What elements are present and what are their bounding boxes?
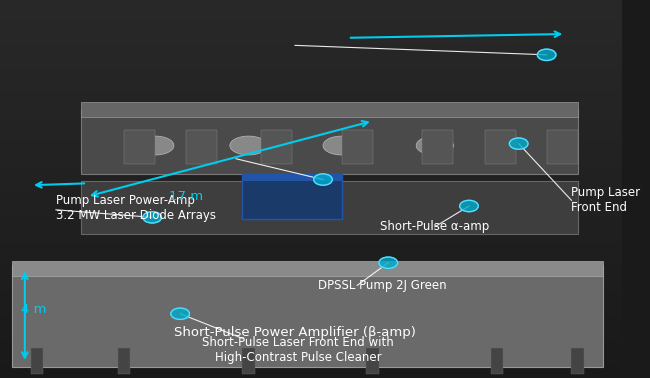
FancyBboxPatch shape xyxy=(547,130,578,164)
FancyBboxPatch shape xyxy=(367,348,379,374)
Text: Short-Pulse Power Amplifier (β-amp): Short-Pulse Power Amplifier (β-amp) xyxy=(174,326,416,339)
FancyBboxPatch shape xyxy=(187,130,217,164)
Text: 4 m: 4 m xyxy=(21,304,47,316)
FancyBboxPatch shape xyxy=(242,174,342,181)
Circle shape xyxy=(510,138,528,149)
Circle shape xyxy=(379,257,398,268)
Circle shape xyxy=(171,308,189,319)
FancyBboxPatch shape xyxy=(124,130,155,164)
Text: DPSSL Pump 2J Green: DPSSL Pump 2J Green xyxy=(318,279,447,292)
FancyBboxPatch shape xyxy=(242,348,255,374)
Text: Short-Pulse α-amp: Short-Pulse α-amp xyxy=(380,220,489,233)
Ellipse shape xyxy=(323,136,360,155)
Text: Pump Laser Power-Amp
3.2 MW Laser Diode Arrays: Pump Laser Power-Amp 3.2 MW Laser Diode … xyxy=(56,194,216,222)
Ellipse shape xyxy=(230,136,267,155)
FancyBboxPatch shape xyxy=(571,348,584,374)
Text: 17 m: 17 m xyxy=(169,190,203,203)
Ellipse shape xyxy=(416,136,454,155)
Circle shape xyxy=(460,200,478,212)
Circle shape xyxy=(538,49,556,60)
FancyBboxPatch shape xyxy=(31,348,44,374)
FancyBboxPatch shape xyxy=(12,265,603,367)
FancyBboxPatch shape xyxy=(118,348,131,374)
FancyBboxPatch shape xyxy=(491,348,503,374)
Ellipse shape xyxy=(136,136,174,155)
FancyBboxPatch shape xyxy=(261,130,292,164)
Text: Short-Pulse Laser Front End with
High-Contrast Pulse Cleaner: Short-Pulse Laser Front End with High-Co… xyxy=(202,336,394,364)
Circle shape xyxy=(314,174,332,185)
FancyBboxPatch shape xyxy=(81,110,578,174)
FancyBboxPatch shape xyxy=(342,130,372,164)
FancyBboxPatch shape xyxy=(422,130,454,164)
Text: Pump Laser
Front End: Pump Laser Front End xyxy=(571,186,641,214)
FancyBboxPatch shape xyxy=(484,130,515,164)
FancyBboxPatch shape xyxy=(12,261,603,276)
Circle shape xyxy=(143,212,161,223)
FancyBboxPatch shape xyxy=(81,181,578,234)
FancyBboxPatch shape xyxy=(81,102,578,117)
FancyBboxPatch shape xyxy=(242,174,342,219)
